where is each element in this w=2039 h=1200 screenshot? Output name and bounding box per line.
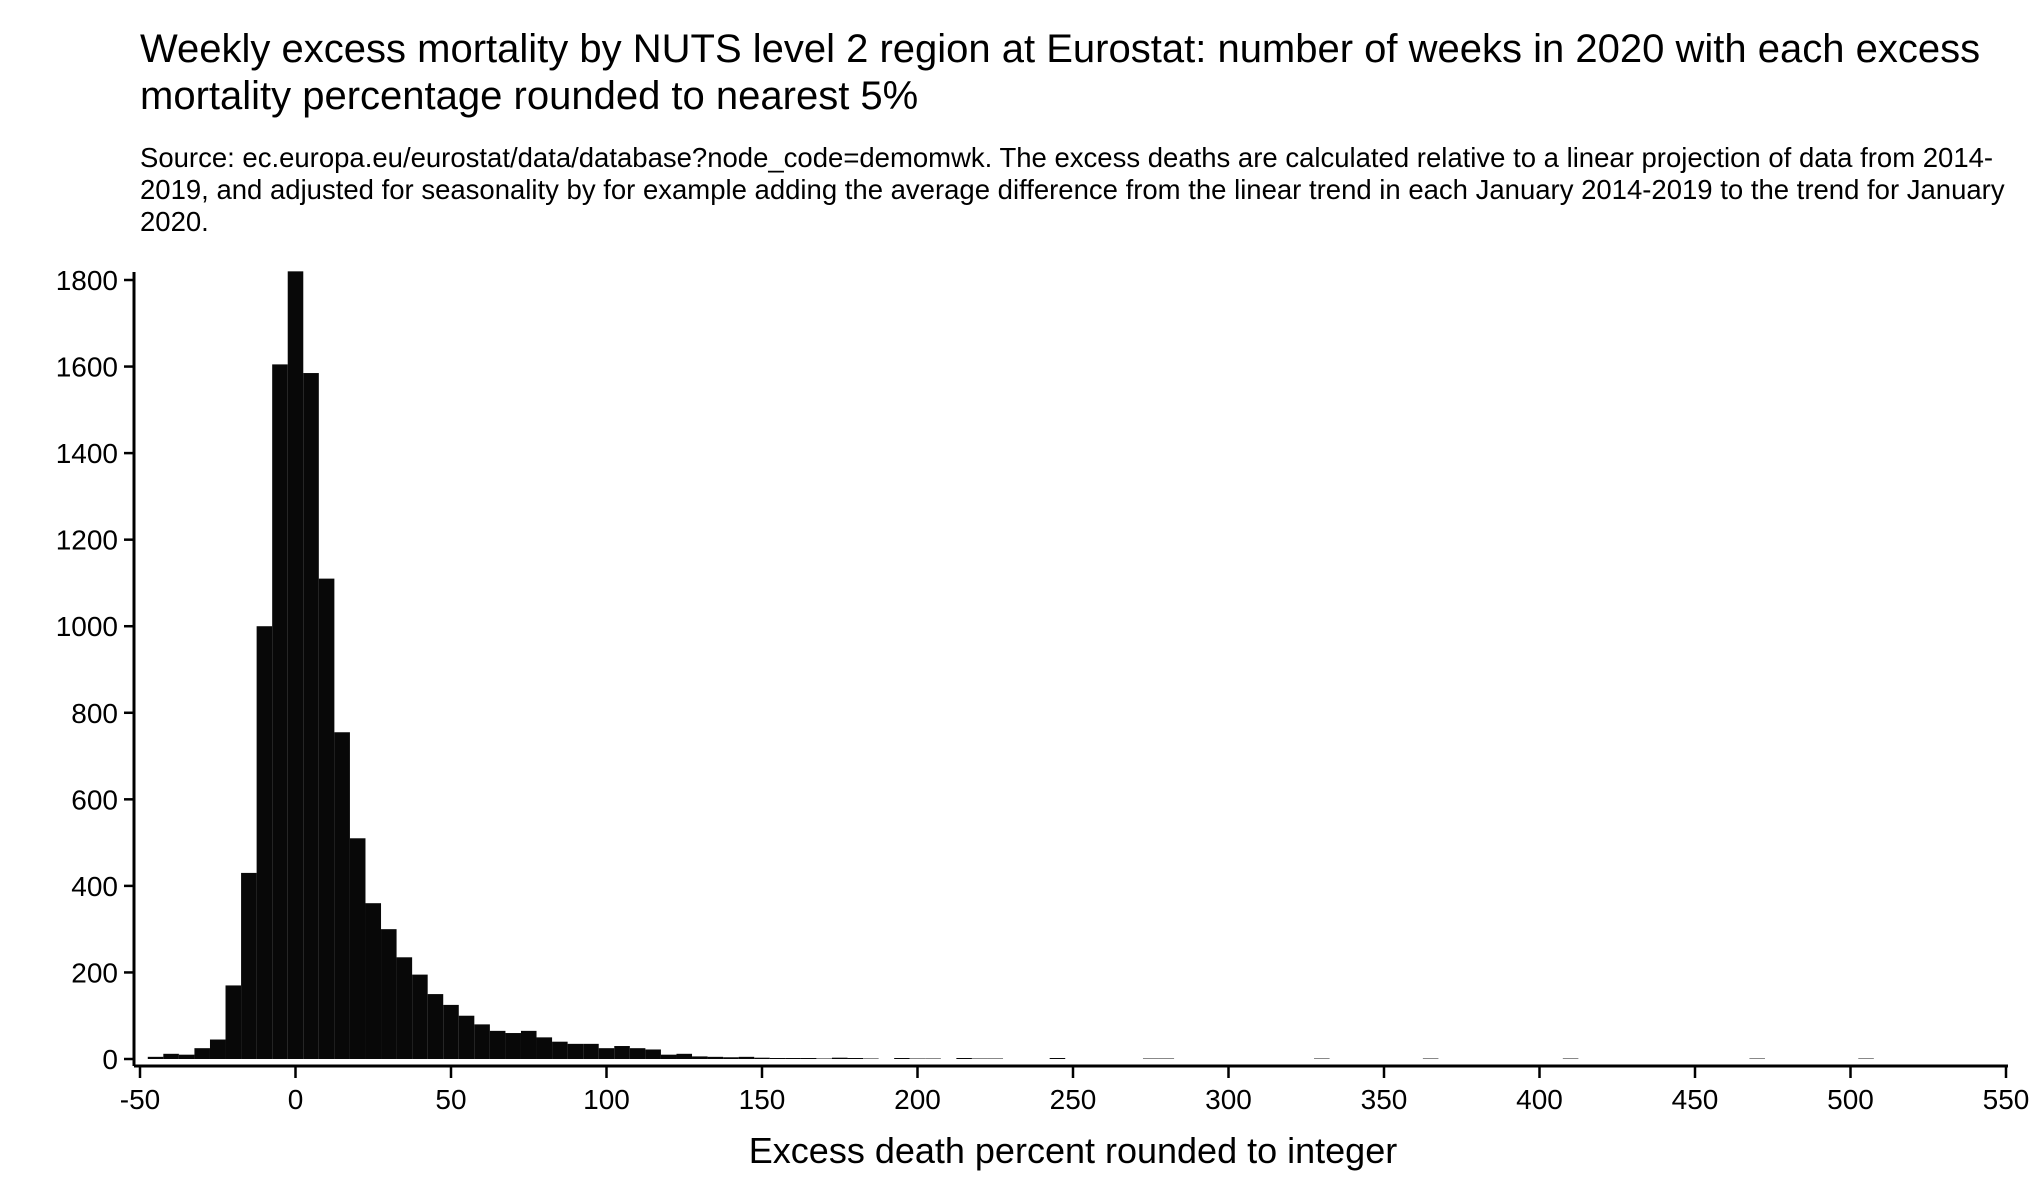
histogram-bar — [1749, 1058, 1765, 1059]
histogram-bar — [816, 1058, 832, 1059]
y-tick-label: 1800 — [56, 265, 118, 296]
chart-title: Weekly excess mortality by NUTS level 2 … — [140, 27, 1981, 118]
histogram-bar — [800, 1058, 817, 1059]
y-tick-label: 200 — [71, 957, 118, 988]
histogram-bar — [676, 1053, 693, 1059]
histogram-bar — [629, 1048, 646, 1059]
histogram-bar — [147, 1056, 164, 1059]
y-tick-label: 1400 — [56, 438, 118, 469]
chart-subtitle: Source: ec.europa.eu/eurostat/data/datab… — [140, 142, 2005, 237]
histogram-bar — [318, 578, 335, 1059]
histogram-bar — [894, 1058, 910, 1059]
x-tick-label: 350 — [1361, 1084, 1408, 1115]
histogram-bar — [303, 373, 319, 1059]
x-tick-label: 300 — [1205, 1084, 1252, 1115]
histogram-bar — [1858, 1058, 1874, 1059]
histogram-bar — [598, 1048, 615, 1059]
x-tick-label: 200 — [894, 1084, 941, 1115]
histogram-bar — [458, 1015, 475, 1059]
y-tick-label: 1200 — [56, 525, 118, 556]
histogram-bar — [381, 929, 397, 1059]
histogram-bar — [427, 994, 444, 1059]
x-tick-label: 100 — [583, 1084, 630, 1115]
histogram-bar — [738, 1056, 755, 1059]
histogram-bar — [194, 1048, 210, 1059]
y-tick-label: 800 — [71, 698, 118, 729]
x-axis-label: Excess death percent rounded to integer — [749, 1130, 1397, 1171]
histogram-bar — [209, 1039, 226, 1059]
histogram-bar — [909, 1058, 926, 1059]
histogram-bar — [272, 364, 288, 1059]
histogram-bar — [769, 1058, 786, 1059]
histogram-bar — [365, 903, 382, 1059]
histogram-bar — [645, 1049, 661, 1059]
histogram-bar — [287, 271, 304, 1059]
histogram-bar — [583, 1043, 599, 1059]
histogram-bar — [1142, 1058, 1159, 1059]
axes: -50 0 50 100 150 200 250 300 350 400 450 500 5500200… — [56, 265, 2030, 1115]
bars — [147, 271, 1874, 1059]
histogram-bar — [1422, 1058, 1439, 1059]
histogram-bar — [692, 1056, 708, 1059]
histogram-bar — [536, 1037, 553, 1059]
histogram-bar — [1049, 1058, 1066, 1059]
histogram-bar — [552, 1041, 568, 1059]
histogram-bar — [474, 1024, 490, 1059]
x-tick-label: 450 — [1672, 1084, 1719, 1115]
histogram-bar — [987, 1058, 1004, 1059]
histogram-bar — [505, 1033, 521, 1059]
histogram-bar — [1158, 1058, 1175, 1059]
histogram-bar — [723, 1057, 739, 1059]
histogram-bar — [660, 1054, 677, 1059]
histogram-bar — [178, 1054, 195, 1059]
histogram-bar — [412, 974, 428, 1059]
histogram-bar — [1314, 1058, 1330, 1059]
histogram-bar — [520, 1030, 537, 1059]
y-tick-label: 0 — [102, 1044, 118, 1075]
histogram-bar — [225, 985, 242, 1059]
histogram-bar — [241, 872, 257, 1059]
x-tick-label: 400 — [1516, 1084, 1563, 1115]
y-tick-label: 1000 — [56, 611, 118, 642]
x-tick-label: 250 — [1050, 1084, 1097, 1115]
histogram-bar — [334, 732, 350, 1059]
histogram-bar — [1562, 1058, 1579, 1059]
x-tick-label: 150 — [739, 1084, 786, 1115]
histogram-bar — [707, 1056, 724, 1059]
x-tick-label: 550 — [1983, 1084, 2030, 1115]
histogram-bar — [163, 1053, 179, 1059]
histogram-bar — [925, 1058, 941, 1059]
histogram-bar — [443, 1004, 459, 1059]
histogram-bar — [489, 1030, 506, 1059]
histogram-bar — [831, 1057, 848, 1059]
y-tick-label: 1600 — [56, 352, 118, 383]
histogram-bar — [754, 1057, 770, 1059]
histogram-bar — [847, 1058, 864, 1059]
histogram-bar — [956, 1058, 972, 1059]
y-tick-label: 600 — [71, 784, 118, 815]
histogram-bar — [863, 1058, 879, 1059]
x-tick-label: -50 — [120, 1084, 160, 1115]
histogram-bar — [785, 1058, 801, 1059]
x-tick-label: 0 — [288, 1084, 304, 1115]
x-tick-label: 50 — [435, 1084, 466, 1115]
histogram-bar — [349, 838, 366, 1059]
histogram-bar — [256, 626, 273, 1059]
histogram-bar — [567, 1043, 584, 1059]
histogram-bar — [614, 1046, 630, 1059]
x-tick-label: 500 — [1827, 1084, 1874, 1115]
histogram-bar — [396, 957, 413, 1059]
y-tick-label: 400 — [71, 871, 118, 902]
histogram-bar — [971, 1058, 988, 1059]
